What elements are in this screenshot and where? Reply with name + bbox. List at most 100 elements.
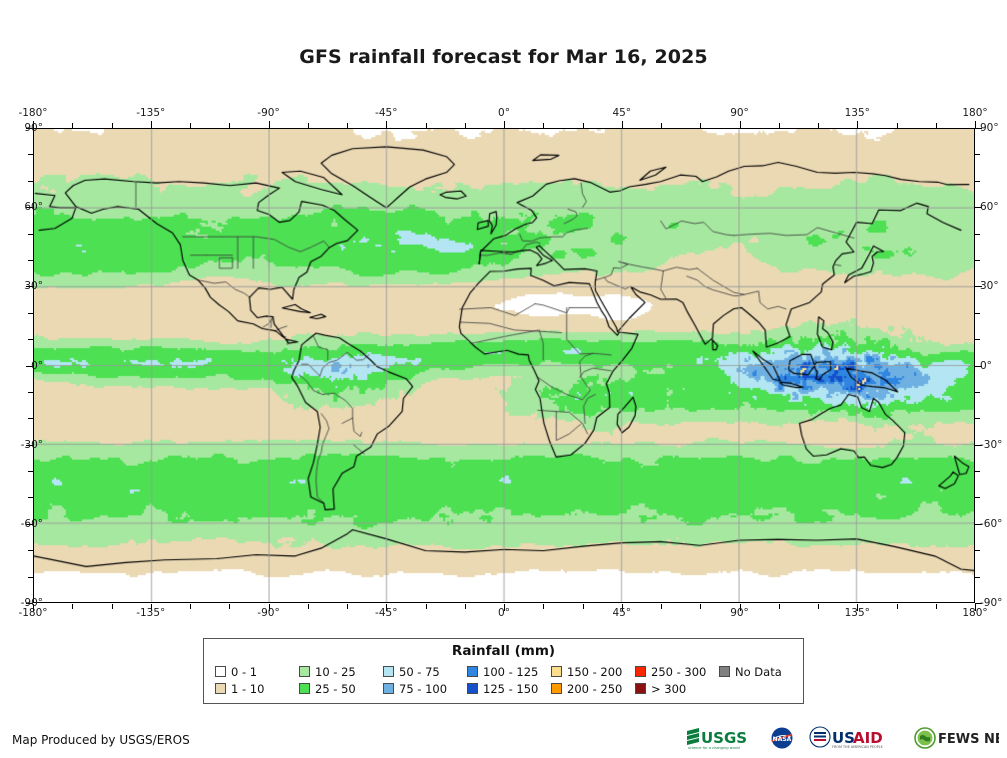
legend-swatch [635, 683, 646, 694]
axis-tick [26, 444, 33, 446]
axis-tick [818, 123, 819, 128]
axis-tick [26, 365, 33, 367]
x-axis-label: 0° [498, 107, 510, 119]
axis-tick [975, 471, 980, 473]
legend-item: 200 - 250 [551, 680, 635, 697]
axis-tick [111, 604, 113, 609]
y-axis-label: 0° [980, 359, 992, 372]
axis-tick [150, 604, 152, 611]
x-axis-label: -45° [375, 107, 398, 119]
svg-text:US: US [832, 729, 855, 747]
axis-tick [464, 123, 466, 128]
axis-tick [857, 604, 859, 611]
axis-tick [111, 123, 113, 128]
svg-text:FEWS NET: FEWS NET [938, 732, 999, 747]
axis-tick [28, 233, 33, 235]
axis-tick [386, 604, 388, 611]
axis-tick [26, 523, 33, 525]
y-axis-label: 90° [980, 122, 999, 134]
axis-tick [347, 604, 348, 609]
axis-tick [975, 180, 980, 182]
axis-tick [28, 497, 33, 499]
axis-tick [33, 604, 34, 611]
legend-item: 25 - 50 [299, 680, 383, 697]
axis-tick [28, 391, 33, 393]
y-axis-label: -30° [980, 438, 1003, 451]
legend-label: 10 - 25 [315, 664, 356, 679]
map-plot-area[interactable] [33, 128, 975, 603]
credit-text: Map Produced by USGS/EROS [12, 733, 190, 747]
legend-swatch [299, 666, 310, 677]
svg-text:AID: AID [853, 729, 883, 747]
axis-tick [975, 207, 982, 209]
axis-tick [72, 604, 74, 609]
axis-tick [975, 550, 980, 552]
axis-tick [975, 576, 980, 578]
legend-item: No Data [719, 663, 799, 680]
axis-tick [28, 471, 33, 473]
legend-label: 100 - 125 [483, 664, 539, 679]
x-axis-label: 180° [962, 107, 988, 119]
x-axis-label: -180° [18, 607, 48, 619]
axis-tick [975, 604, 976, 611]
legend-panel: Rainfall (mm) 0 - 1 1 - 10 10 - 25 25 - 50 5… [203, 638, 804, 704]
axis-tick [975, 128, 982, 129]
axis-tick [26, 603, 33, 604]
y-axis-label: 0° [31, 359, 43, 372]
axis-tick [621, 121, 623, 128]
svg-text:FROM THE AMERICAN PEOPLE: FROM THE AMERICAN PEOPLE [832, 745, 883, 749]
axis-tick [28, 312, 33, 314]
axis-tick [896, 604, 898, 609]
legend-swatch [215, 683, 226, 694]
axis-tick [28, 576, 33, 578]
x-axis-label: 0° [498, 607, 510, 619]
legend-label: 125 - 150 [483, 681, 539, 696]
axis-tick [33, 121, 34, 128]
axis-tick [975, 233, 980, 235]
axis-tick [28, 180, 33, 182]
axis-tick [26, 286, 33, 288]
legend-label: 1 - 10 [231, 681, 265, 696]
y-axis-label: 30° [24, 280, 43, 293]
legend-item: > 300 [635, 680, 719, 697]
x-axis-label: 180° [962, 607, 988, 619]
axis-tick [935, 604, 937, 609]
axis-tick [190, 604, 191, 609]
nasa-logo: NASA [765, 725, 799, 751]
axis-tick [700, 123, 702, 128]
svg-text:USGS: USGS [701, 729, 747, 747]
axis-tick [935, 123, 937, 128]
axis-tick [28, 259, 33, 261]
axis-tick [150, 121, 152, 128]
axis-tick [543, 604, 545, 609]
svg-text:NASA: NASA [773, 736, 792, 743]
axis-tick [975, 121, 976, 128]
axis-tick [425, 604, 427, 609]
legend-item: 0 - 1 [215, 663, 299, 680]
axis-tick [582, 604, 584, 609]
axis-tick [975, 259, 980, 261]
axis-tick [28, 339, 33, 341]
axis-tick [739, 604, 741, 611]
legend-swatch [215, 666, 226, 677]
y-axis-label: 60° [980, 201, 999, 214]
legend-swatch [467, 666, 478, 677]
legend-swatch [551, 666, 562, 677]
svg-text:science for a changing world: science for a changing world [688, 746, 740, 750]
legend-swatch [383, 666, 394, 677]
axis-tick [661, 123, 662, 128]
legend-swatch [635, 666, 646, 677]
axis-tick [229, 123, 231, 128]
fewsnet-logo: FEWS NET [913, 725, 999, 751]
x-axis-label: -45° [375, 607, 398, 619]
axis-tick [818, 604, 819, 609]
axis-tick [582, 123, 584, 128]
axis-tick [28, 550, 33, 552]
y-axis-label: -90° [20, 597, 43, 609]
axis-tick [975, 444, 982, 446]
axis-tick [857, 121, 859, 128]
legend-label: 200 - 250 [567, 681, 623, 696]
legend-item: 10 - 25 [299, 663, 383, 680]
legend-swatch [719, 666, 730, 677]
